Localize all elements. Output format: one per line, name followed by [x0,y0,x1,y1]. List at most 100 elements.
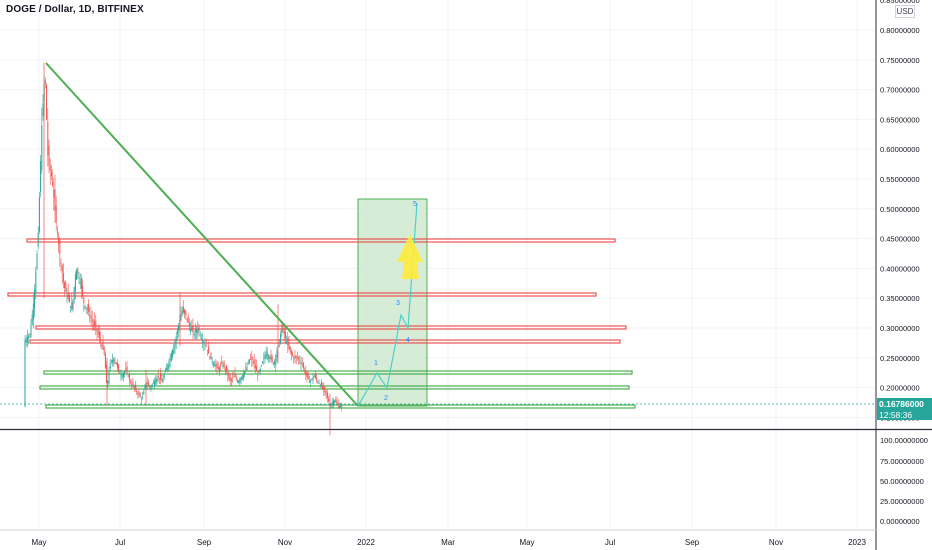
candle-body [161,379,162,381]
candle-body [167,364,168,370]
candle-body [105,354,106,369]
wave-label-2: 2 [384,395,388,402]
candle-body [28,336,29,338]
wave-label-4: 4 [406,337,410,344]
candle-body [111,361,112,362]
candle-body [61,262,62,264]
candle-body [163,379,164,383]
candle-body [117,362,118,368]
candle-body [143,391,144,394]
candle-body [239,379,240,383]
level-line[interactable] [30,340,620,343]
candle-body [193,326,194,333]
candle-body [272,357,273,361]
candle-body [305,372,306,375]
time-axis-label: May [31,538,46,547]
candle-body [205,344,206,345]
candle-body [51,172,52,176]
candle-body [315,374,316,378]
volume-axis[interactable]: 100.00000000 75.00000000 50.00000000 25.000… [880,436,928,526]
candle-body [209,357,210,358]
candle-body [314,376,315,377]
candle-body [80,282,81,285]
price-axis-label: 0.35000000 [880,294,920,303]
candle-body [98,330,99,334]
candle-body [196,330,197,333]
candle-body [154,381,155,387]
price-axis-label: 0.70000000 [880,86,920,95]
candle-body [225,369,226,370]
candle-body [219,368,220,373]
candle-body [74,287,75,300]
candle-body [173,346,174,353]
candle-body [320,385,321,387]
candle-body [255,365,256,368]
candle-body [89,315,90,316]
candle-body [303,363,304,368]
candle-body [63,273,64,281]
candle-body [293,358,294,359]
candle-body [119,372,120,373]
candle-body [141,399,142,400]
candle-body [213,363,214,365]
price-axis-label: 0.50000000 [880,205,920,214]
price-axis-label: 0.25000000 [880,354,920,363]
candle-body [123,374,124,377]
candle-body [169,361,170,368]
candle-body [52,182,53,186]
candle-body [243,374,244,379]
candle-body [249,360,250,364]
candle-body [185,311,186,316]
currency-label[interactable]: USD [895,5,915,18]
candle-body [104,347,105,354]
candle-body [271,354,272,359]
candle-body [247,367,248,370]
candle-body [334,400,335,402]
candle-body [77,268,78,273]
candle-body [261,366,262,367]
time-axis[interactable]: May Jul Sep Nov 2022 Mar May Jul Sep Nov 2023 [31,538,866,547]
candle-body [130,382,131,383]
level-line[interactable] [44,371,632,374]
candle-body [260,369,261,370]
candle-body [299,360,300,361]
candle-body [110,363,111,368]
candle-body [129,375,130,380]
candle-body [236,377,237,379]
candle-body [269,358,270,360]
price-axis[interactable]: 0.85000000 0.80000000 0.75000000 0.70000000… [880,0,920,422]
volume-axis-label: 0.00000000 [880,517,920,526]
symbol-title[interactable]: DOGE / Dollar, 1D, BITFINEX [6,4,144,15]
candle-body [64,282,65,288]
candle-body [134,385,135,387]
level-line[interactable] [8,293,596,296]
candle-body [325,387,326,392]
candle-body [301,362,302,364]
candle-body [92,320,93,323]
candle-body [287,337,288,345]
candle-body [82,286,83,296]
candle-body [101,345,102,346]
grid-lines [0,0,876,530]
time-axis-label: Nov [278,538,292,547]
candle-body [183,307,184,312]
candle-body [75,275,76,291]
candle-body [140,394,141,397]
candle-body [184,310,185,314]
candle-body [139,392,140,395]
candle-body [131,384,132,385]
time-axis-label: 2022 [357,538,375,547]
trendline[interactable] [46,63,358,406]
candle-body [280,334,281,344]
candle-body [112,360,113,363]
candle-body [250,358,251,359]
candle-body [310,381,311,382]
candle-body [137,393,138,394]
candle-body [178,325,179,331]
candle-body [224,363,225,367]
candle-body [268,356,269,359]
candle-body [76,270,77,280]
candle-body [32,314,33,324]
candle-body [116,362,117,364]
